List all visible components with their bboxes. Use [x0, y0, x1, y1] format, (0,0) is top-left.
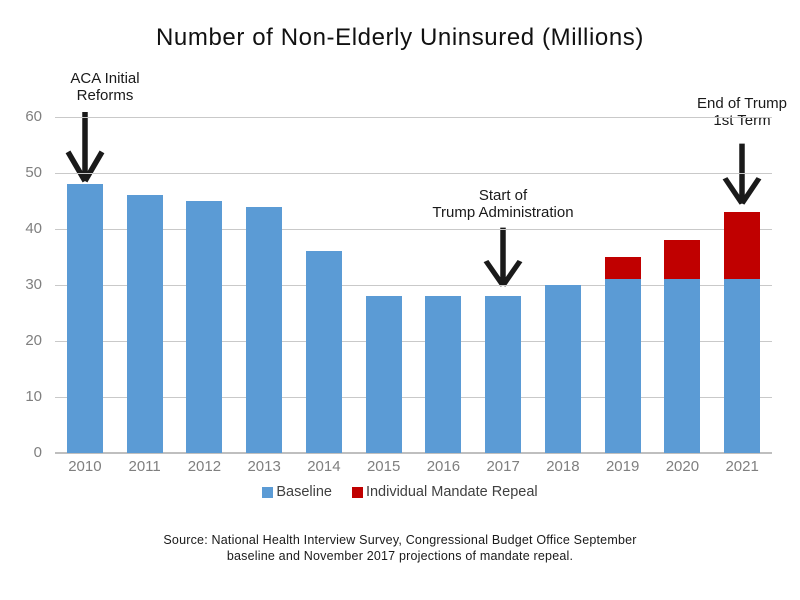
annotation-line: 1st Term: [713, 112, 771, 129]
repeal-bar-segment: [604, 257, 641, 280]
source-line: Source: National Health Interview Survey…: [163, 533, 637, 547]
legend-item-repeal: Individual Mandate Repeal: [351, 484, 538, 500]
baseline-bar-segment: [604, 279, 641, 453]
x-axis-tick-label: 2015: [366, 458, 401, 475]
gridline: [55, 228, 772, 230]
x-axis-line: [55, 452, 772, 454]
annotation-aca-initial-reforms: ACA Initial Reforms: [25, 70, 185, 104]
bar-group-2011: [115, 117, 175, 453]
gridline: [55, 340, 772, 342]
x-axis-tick-label: 2010: [68, 458, 102, 475]
x-axis-tick-label: 2021: [725, 458, 759, 475]
x-axis-tick-label: 2012: [187, 458, 222, 475]
baseline-swatch-icon: [262, 486, 274, 498]
source-line: baseline and November 2017 projections o…: [226, 549, 574, 563]
bar-group-2018: [533, 117, 593, 453]
y-axis-tick-label: 50: [25, 164, 42, 181]
annotation-line: ACA Initial: [70, 70, 140, 87]
down-arrow-icon: [483, 227, 523, 287]
chart-title: Number of Non-Elderly Uninsured (Million…: [155, 24, 645, 51]
x-axis-tick-label: 2011: [128, 458, 161, 475]
x-axis: 2010 2011 2012 2013 2014 2015 2016 2017 2018 2019…: [55, 458, 772, 475]
annotation-trump-end: End of Trump 1st Term: [662, 95, 800, 129]
legend-label: Baseline: [276, 484, 332, 500]
x-axis-tick-label: 2013: [247, 458, 281, 475]
y-axis-tick-label: 60: [25, 108, 42, 125]
gridline: [55, 172, 772, 174]
x-axis-tick-label: 2017: [486, 458, 520, 475]
down-arrow-icon: [65, 111, 105, 183]
bar-group-2014: [294, 117, 354, 453]
bar-group-2013: [234, 117, 294, 453]
annotation-line: Trump Administration: [432, 204, 574, 221]
x-axis-tick-label: 2014: [307, 458, 341, 475]
legend-item-baseline: Baseline: [262, 484, 332, 500]
bar-group-2010: [55, 117, 115, 453]
x-axis-tick-label: 2016: [426, 458, 461, 475]
x-axis-tick-label: 2018: [546, 458, 580, 475]
baseline-bar-segment: [246, 206, 283, 453]
y-axis: 0 10 20 30 40 50 60: [0, 108, 48, 461]
baseline-bar-segment: [66, 184, 103, 453]
baseline-bar-segment: [724, 279, 761, 453]
baseline-bar-segment: [544, 285, 581, 453]
bar-group-2016: [414, 117, 474, 453]
y-axis-tick-label: 40: [25, 220, 42, 237]
x-axis-tick-label: 2020: [665, 458, 700, 475]
plot-area: [55, 116, 772, 454]
gridline: [55, 116, 772, 118]
bars-layer: [55, 117, 772, 453]
y-axis-tick-label: 20: [25, 332, 42, 349]
bar-group-2015: [354, 117, 414, 453]
repeal-bar-segment: [724, 212, 761, 280]
y-axis-tick-label: 30: [25, 276, 42, 293]
bar-group-2020: [653, 117, 713, 453]
gridline: [55, 284, 772, 286]
bar-group-2019: [593, 117, 653, 453]
gridline: [55, 396, 772, 398]
bar-group-2017: [473, 117, 533, 453]
repeal-bar-segment: [664, 240, 701, 280]
legend-label: Individual Mandate Repeal: [365, 484, 538, 500]
baseline-bar-segment: [485, 296, 522, 453]
baseline-bar-segment: [425, 296, 462, 453]
baseline-bar-segment: [186, 201, 223, 453]
bar-group-2012: [175, 117, 235, 453]
legend: Baseline Individual Mandate Repeal: [0, 484, 800, 500]
source-note: Source: National Health Interview Survey…: [0, 532, 800, 564]
annotation-line: Start of: [478, 187, 528, 204]
bar-group-2021: [712, 117, 772, 453]
y-axis-tick-label: 10: [25, 388, 42, 405]
x-axis-tick-label: 2019: [605, 458, 640, 475]
baseline-bar-segment: [664, 279, 701, 453]
annotation-line: Reforms: [76, 87, 134, 104]
repeal-swatch-icon: [351, 486, 363, 498]
baseline-bar-segment: [126, 195, 163, 453]
annotation-trump-start: Start of Trump Administration: [393, 187, 613, 221]
baseline-bar-segment: [305, 251, 342, 453]
y-axis-tick-label: 0: [33, 444, 42, 461]
annotation-line: End of Trump: [696, 95, 788, 112]
baseline-bar-segment: [365, 296, 402, 453]
